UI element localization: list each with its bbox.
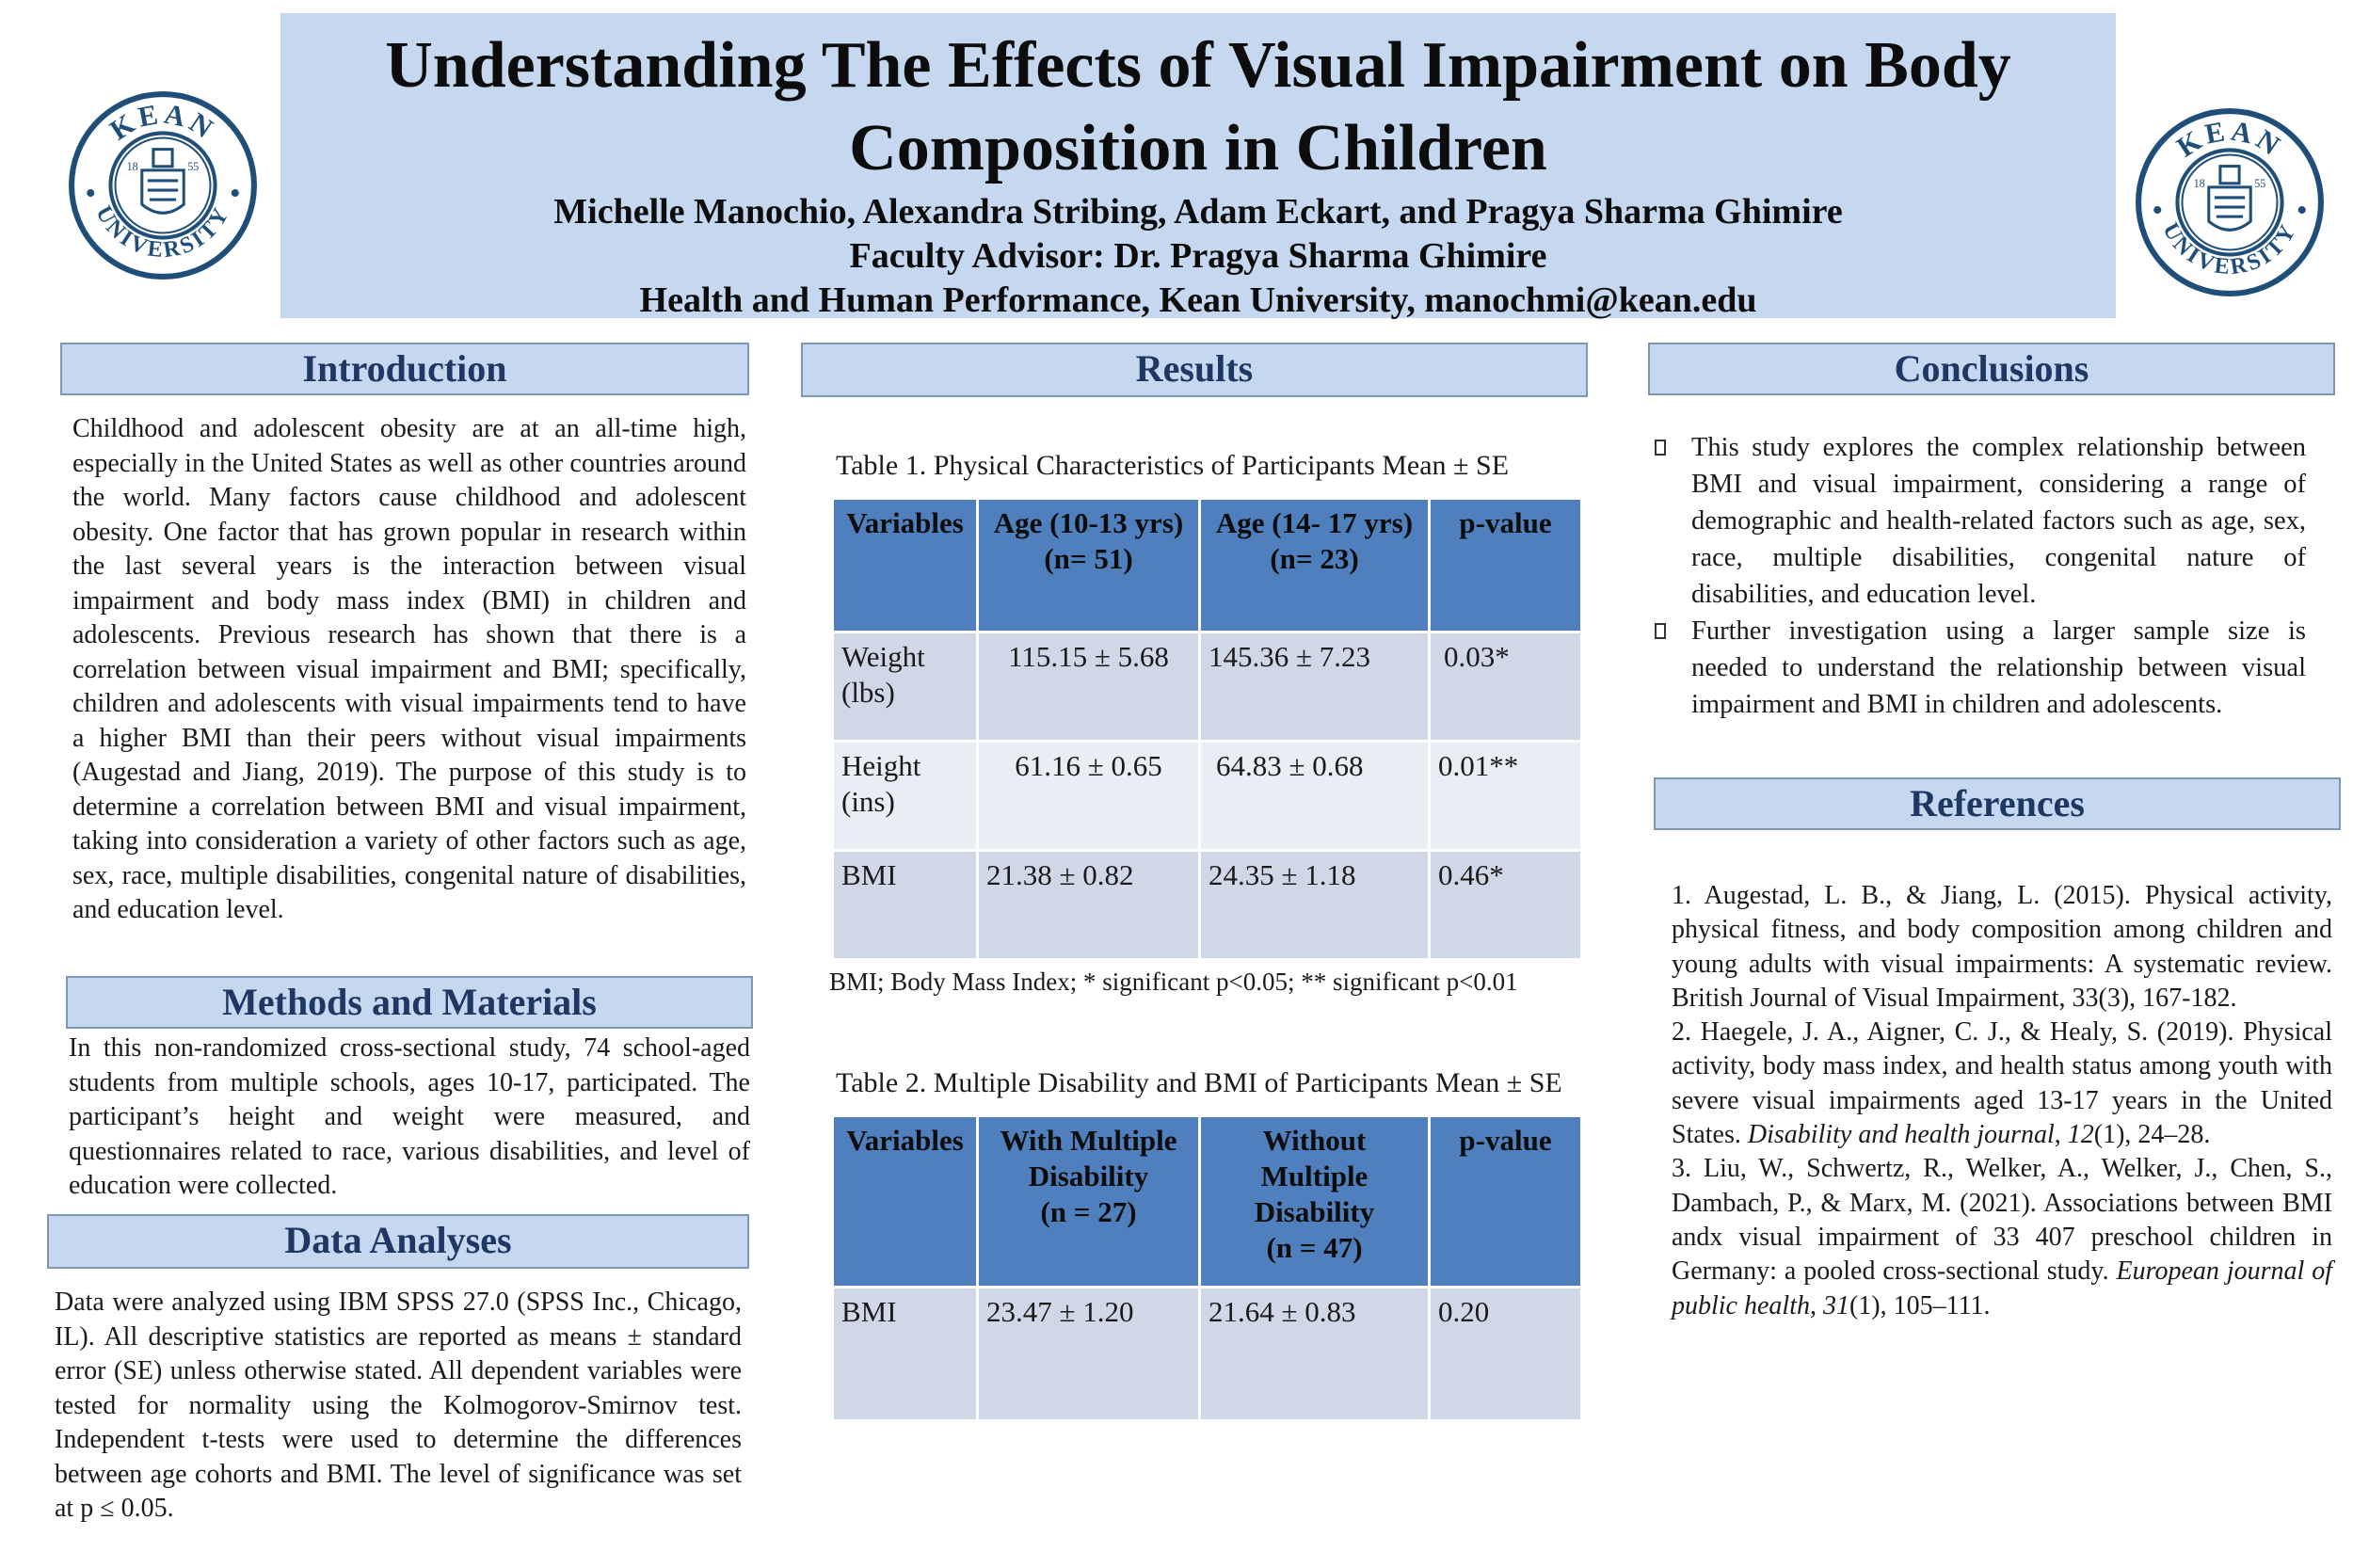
advisor-line: Faculty Advisor: Dr. Pragya Sharma Ghimi… xyxy=(849,236,1547,276)
reference-item: 2. Haegele, J. A., Aigner, C. J., & Heal… xyxy=(1672,1017,2332,1150)
table2-header-cell: Variables xyxy=(831,1114,979,1288)
table1-header-cell: Variables xyxy=(831,497,979,633)
table1-header-row: Variables Age (10-13 yrs) (n= 51) Age (14… xyxy=(831,497,1583,633)
table-cell: Weight (lbs) xyxy=(831,631,979,743)
table2-caption: Table 2. Multiple Disability and BMI of … xyxy=(836,1067,1562,1098)
table-row: Weight (lbs) 115.15 ± 5.68 145.36 ± 7.23 … xyxy=(831,631,1583,743)
reference-item: 1. Augestad, L. B., & Jiang, L. (2015). … xyxy=(1672,881,2332,1013)
references-list: 1. Augestad, L. B., & Jiang, L. (2015). … xyxy=(1672,879,2332,1323)
kean-university-seal-right: KEAN UNIVERSITY 18 55 xyxy=(2136,108,2324,296)
table-cell: 0.01** xyxy=(1428,740,1583,852)
table-row: Height (ins) 61.16 ± 0.65 64.83 ± 0.68 0.… xyxy=(831,740,1583,852)
svg-text:55: 55 xyxy=(2254,177,2265,190)
poster-title: Understanding The Effects of Visual Impa… xyxy=(385,29,2011,184)
reference-item: 3. Liu, W., Schwertz, R., Welker, A., We… xyxy=(1672,1154,2333,1320)
table1-header-cell: p-value xyxy=(1428,497,1583,633)
methods-heading: Methods and Materials xyxy=(66,976,753,1029)
list-item: This study explores the complex relation… xyxy=(1649,429,2306,613)
table2-multiple-disability: Variables With Multiple Disability (n = 27… xyxy=(831,1114,1583,1422)
table1-physical-characteristics: Variables Age (10-13 yrs) (n= 51) Age (14… xyxy=(831,497,1583,961)
svg-text:18: 18 xyxy=(2194,177,2205,190)
svg-text:18: 18 xyxy=(127,160,138,173)
table-cell: 64.83 ± 0.68 xyxy=(1198,740,1431,852)
bullet-box-icon xyxy=(1655,623,1666,639)
conclusions-list: This study explores the complex relation… xyxy=(1649,429,2306,723)
methods-text: In this non-randomized cross-sectional s… xyxy=(69,1033,750,1200)
table-cell: 0.03* xyxy=(1428,631,1583,743)
table1-header-cell: Age (14- 17 yrs) (n= 23) xyxy=(1198,497,1431,633)
table-cell: BMI xyxy=(831,1286,979,1422)
table-cell: BMI xyxy=(831,849,979,961)
table-cell: 115.15 ± 5.68 xyxy=(976,631,1201,743)
table-row: BMI 21.38 ± 0.82 24.35 ± 1.18 0.46* xyxy=(831,849,1583,961)
table-cell: 24.35 ± 1.18 xyxy=(1198,849,1431,961)
table-cell: 0.20 xyxy=(1428,1286,1583,1422)
table-cell: 21.38 ± 0.82 xyxy=(976,849,1201,961)
title-banner: Understanding The Effects of Visual Impa… xyxy=(280,13,2116,320)
table-cell: 0.46* xyxy=(1428,849,1583,961)
svg-text:55: 55 xyxy=(187,160,199,173)
table2-header-row: Variables With Multiple Disability (n = 27… xyxy=(831,1114,1583,1288)
table2-header-cell: With Multiple Disability (n = 27) xyxy=(976,1114,1201,1288)
table-cell: 23.47 ± 1.20 xyxy=(976,1286,1201,1422)
introduction-heading: Introduction xyxy=(60,343,749,395)
table-cell: 145.36 ± 7.23 xyxy=(1198,631,1431,743)
table-cell: Height (ins) xyxy=(831,740,979,852)
list-item: Further investigation using a larger sam… xyxy=(1649,613,2306,723)
introduction-text: Childhood and adolescent obesity are at … xyxy=(72,414,746,924)
authors-line: Michelle Manochio, Alexandra Stribing, A… xyxy=(553,192,1843,232)
data-analyses-heading: Data Analyses xyxy=(47,1214,749,1269)
bullet-box-icon xyxy=(1655,440,1666,456)
results-heading: Results xyxy=(801,343,1588,397)
data-analyses-text: Data were analyzed using IBM SPSS 27.0 (… xyxy=(55,1288,742,1523)
table2-header-cell: Without Multiple Disability (n = 47) xyxy=(1198,1114,1431,1288)
table1-header-cell: Age (10-13 yrs) (n= 51) xyxy=(976,497,1201,633)
table-cell: 21.64 ± 0.83 xyxy=(1198,1286,1431,1422)
table1-caption: Table 1. Physical Characteristics of Par… xyxy=(836,450,1510,481)
table1-note: BMI; Body Mass Index; * significant p<0.… xyxy=(829,968,1518,996)
table2-header-cell: p-value xyxy=(1428,1114,1583,1288)
kean-university-seal-left: KEAN UNIVERSITY 18 55 xyxy=(69,91,257,280)
table-cell: 61.16 ± 0.65 xyxy=(976,740,1201,852)
affiliation-line: Health and Human Performance, Kean Unive… xyxy=(639,280,1757,320)
table-row: BMI 23.47 ± 1.20 21.64 ± 0.83 0.20 xyxy=(831,1286,1583,1422)
references-heading: References xyxy=(1654,777,2341,830)
conclusions-heading: Conclusions xyxy=(1648,343,2335,395)
